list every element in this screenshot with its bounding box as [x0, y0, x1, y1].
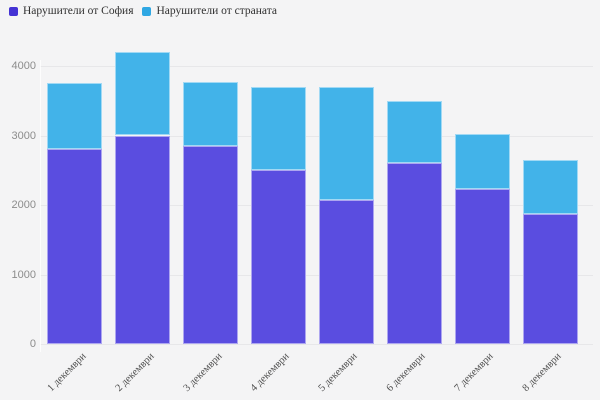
- legend-label: Нарушители от страната: [156, 5, 278, 17]
- y-axis-tick-label: 4000: [11, 60, 36, 72]
- gridline-4000: [40, 66, 593, 67]
- bar-segment-sofia-6[interactable]: [386, 163, 442, 344]
- x-axis-tick-label: 4 декември: [249, 351, 293, 395]
- bar-segment-sofia-5[interactable]: [318, 199, 374, 344]
- gridline-1000: [40, 274, 593, 276]
- legend-swatch-icon: [9, 6, 18, 16]
- legend-swatch-icon: [142, 6, 152, 16]
- y-axis-tick-label: 1000: [11, 268, 36, 281]
- bar-segment-country-2[interactable]: [114, 52, 170, 136]
- gridline-3000: [40, 135, 593, 137]
- x-axis-tick-label: 5 декември: [316, 351, 360, 395]
- y-axis-tick-label: 3000: [11, 129, 36, 142]
- y-axis-tick-label: 2000: [11, 199, 36, 211]
- chart-legend: Нарушители от София Нарушители от странат…: [9, 5, 277, 17]
- gridline-0: [40, 344, 593, 345]
- bar-segment-sofia-3[interactable]: [182, 145, 238, 344]
- gridline-2000: [40, 205, 593, 206]
- y-axis-line: [40, 60, 41, 352]
- bar-segment-sofia-4[interactable]: [250, 170, 306, 344]
- bar-segment-country-1[interactable]: [47, 83, 102, 150]
- x-axis-tick-label: 6 декември: [384, 351, 428, 395]
- bar-segment-country-8[interactable]: [522, 159, 578, 214]
- legend-item-country[interactable]: Нарушители от страната: [142, 5, 277, 17]
- bar-segment-sofia-2[interactable]: [114, 135, 170, 344]
- bar-segment-country-3[interactable]: [182, 81, 238, 146]
- bar-segment-sofia-8[interactable]: [522, 213, 578, 344]
- bar-segment-country-6[interactable]: [386, 100, 442, 164]
- legend-label: Нарушители от София: [23, 5, 134, 17]
- bar-segment-sofia-1[interactable]: [47, 149, 102, 344]
- bar-segment-country-5[interactable]: [318, 86, 374, 200]
- x-axis-tick-label: 3 декември: [181, 351, 225, 395]
- x-axis-tick-label: 2 декември: [113, 351, 157, 395]
- x-axis-tick-label: 8 декември: [520, 351, 564, 395]
- y-axis-tick-label: 0: [29, 338, 36, 350]
- legend-item-sofia[interactable]: Нарушители от София: [9, 5, 133, 17]
- x-axis-tick-label: 7 декември: [452, 351, 496, 395]
- bar-segment-country-4[interactable]: [250, 86, 306, 171]
- bar-segment-sofia-7[interactable]: [454, 189, 510, 344]
- x-axis-tick-label: 1 декември: [45, 351, 89, 395]
- bar-segment-country-7[interactable]: [454, 133, 510, 190]
